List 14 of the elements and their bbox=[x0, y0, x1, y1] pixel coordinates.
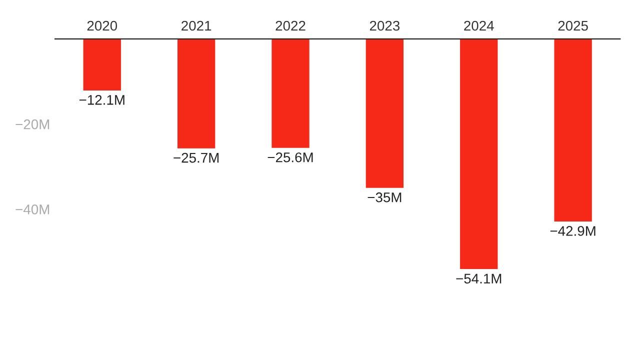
x-tick-label: 2022 bbox=[276, 20, 306, 31]
x-tick-label: 2024 bbox=[464, 20, 494, 31]
data-label: −42.9M bbox=[550, 226, 596, 236]
data-label: −25.6M bbox=[268, 152, 313, 162]
data-label: −35M bbox=[368, 192, 402, 202]
data-label: −25.7M bbox=[174, 152, 219, 163]
data-label: −12.1M bbox=[79, 95, 124, 105]
data-label: −54.1M bbox=[456, 274, 502, 284]
x-tick-label: 2020 bbox=[87, 20, 118, 31]
x-tick-label: 2023 bbox=[370, 20, 400, 31]
x-tick-label: 2021 bbox=[182, 20, 212, 31]
y-tick-label: −40M bbox=[16, 204, 50, 214]
y-tick-label: −20M bbox=[16, 119, 50, 130]
x-tick-label: 2025 bbox=[558, 20, 588, 31]
